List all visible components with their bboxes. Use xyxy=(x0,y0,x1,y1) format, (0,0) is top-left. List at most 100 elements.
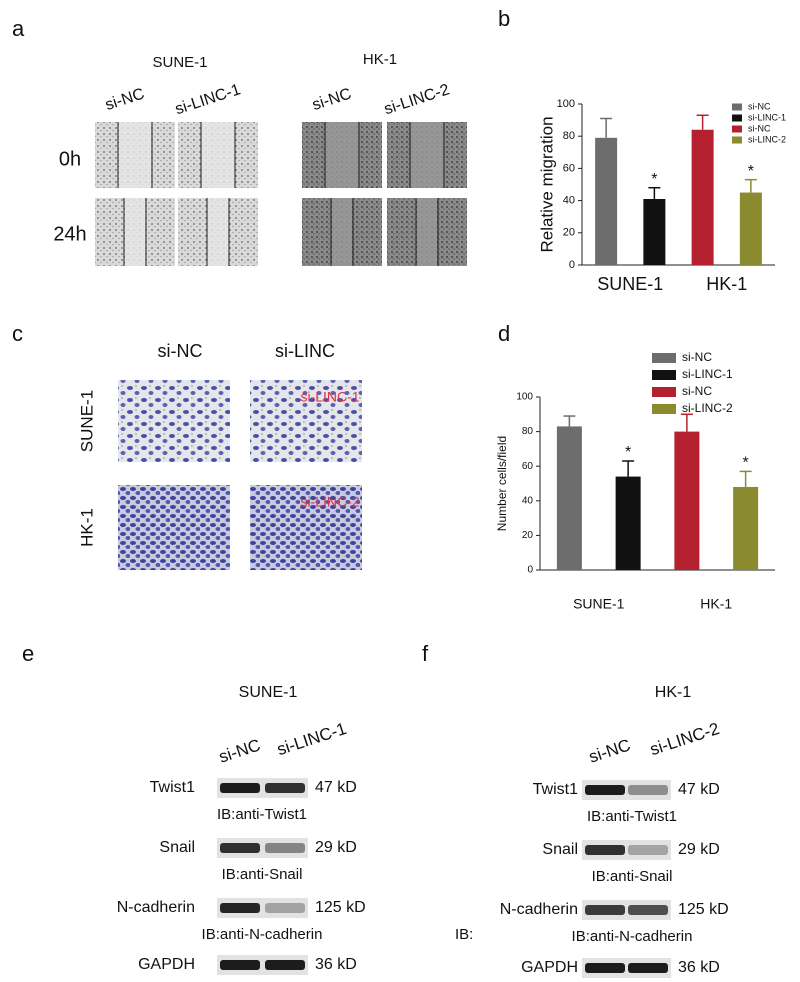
lane-label: si-NC xyxy=(217,735,263,766)
wound-gap xyxy=(208,198,228,266)
y-tick-label: 40 xyxy=(563,195,575,207)
legend-swatch xyxy=(732,125,742,133)
size-label: 47 kD xyxy=(678,781,720,798)
legend-label: si-NC xyxy=(682,384,712,398)
condition: si-NC xyxy=(310,85,353,114)
antibody-label: IB:anti-N-cadherin xyxy=(572,928,693,945)
blot-band xyxy=(585,785,625,795)
column-label: si-NC xyxy=(158,341,203,361)
blot-band xyxy=(585,845,625,855)
y-tick-label: 60 xyxy=(563,162,575,174)
panel-label: d xyxy=(498,321,510,346)
cell-line: SUNE-1 xyxy=(152,54,207,71)
transwell-image xyxy=(250,380,362,462)
wound-gap xyxy=(332,198,352,266)
y-tick-label: 0 xyxy=(569,259,575,271)
legend-label: si-LINC-2 xyxy=(682,401,733,415)
protein-label: N-cadherin xyxy=(500,901,578,918)
timepoint: 0h xyxy=(59,148,81,170)
protein-label: Twist1 xyxy=(533,781,578,798)
bar xyxy=(595,137,618,265)
significance-mark: * xyxy=(625,444,631,461)
legend-label: si-LINC-1 xyxy=(682,367,733,381)
y-tick-label: 100 xyxy=(516,392,533,403)
blot-band xyxy=(265,903,305,913)
x-tick-label: SUNE-1 xyxy=(573,596,625,612)
antibody-label: IB:anti-Twist1 xyxy=(587,808,677,825)
row-label: HK-1 xyxy=(77,508,96,547)
blot-band xyxy=(628,905,668,915)
column-label: si-LINC xyxy=(275,341,335,361)
bar xyxy=(615,476,641,570)
x-tick-label: HK-1 xyxy=(706,274,747,294)
antibody-label: IB:anti-Twist1 xyxy=(217,806,307,823)
size-label: 29 kD xyxy=(315,839,357,856)
antibody-label: IB:anti-Snail xyxy=(222,866,303,883)
blot-band xyxy=(628,963,668,973)
panel-label: f xyxy=(422,641,429,666)
wound-gap xyxy=(417,198,437,266)
protein-label: GAPDH xyxy=(138,956,195,973)
legend-swatch xyxy=(732,114,742,122)
antibody-label: IB:anti-N-cadherin xyxy=(202,926,323,943)
bar xyxy=(556,426,582,570)
bar xyxy=(733,486,759,570)
lane-label: si-LINC-2 xyxy=(648,719,722,759)
legend-label: si-NC xyxy=(682,350,712,364)
protein-label: Snail xyxy=(159,839,195,856)
row-label: SUNE-1 xyxy=(77,390,96,452)
blot-band xyxy=(628,785,668,795)
y-tick-label: 80 xyxy=(563,130,575,142)
legend-swatch xyxy=(652,353,676,363)
y-tick-label: 20 xyxy=(522,530,534,541)
legend-swatch xyxy=(652,370,676,380)
condition: si-NC xyxy=(103,85,146,114)
y-tick-label: 80 xyxy=(522,426,534,437)
antibody-label: IB: xyxy=(455,926,473,943)
bar xyxy=(674,431,700,570)
cell-line: HK-1 xyxy=(363,51,397,68)
blot-band xyxy=(265,843,305,853)
legend-label: si-LINC-2 xyxy=(748,134,786,144)
blot-title: SUNE-1 xyxy=(239,684,298,701)
panel-label: b xyxy=(498,6,510,31)
legend-swatch xyxy=(652,387,676,397)
legend-label: si-NC xyxy=(748,123,771,133)
wound-gap xyxy=(119,122,151,188)
legend-swatch xyxy=(732,103,742,111)
bar xyxy=(739,192,762,265)
timepoint: 24h xyxy=(53,223,86,245)
significance-mark: * xyxy=(651,171,657,188)
size-label: 125 kD xyxy=(678,901,729,918)
size-label: 29 kD xyxy=(678,841,720,858)
panel-label: a xyxy=(12,16,25,41)
y-axis-label: Relative migration xyxy=(537,116,556,252)
transwell-image xyxy=(118,380,230,462)
protein-label: N-cadherin xyxy=(117,899,195,916)
y-axis-label: Number cells/field xyxy=(495,436,509,531)
wound-gap xyxy=(326,122,358,188)
panel-label: e xyxy=(22,641,34,666)
significance-mark: * xyxy=(748,163,754,180)
legend-swatch xyxy=(652,404,676,414)
protein-label: Snail xyxy=(542,841,578,858)
lane-label: si-LINC-1 xyxy=(275,719,349,759)
protein-label: GAPDH xyxy=(521,959,578,976)
y-tick-label: 100 xyxy=(557,98,575,110)
y-tick-label: 60 xyxy=(522,461,534,472)
blot-title: HK-1 xyxy=(655,684,692,701)
transwell-image xyxy=(250,485,362,570)
condition: si-LINC-2 xyxy=(382,81,452,118)
blot-band xyxy=(628,845,668,855)
wound-gap xyxy=(125,198,145,266)
legend-label: si-LINC-1 xyxy=(748,112,786,122)
y-tick-label: 20 xyxy=(563,227,575,239)
blot-band xyxy=(220,903,260,913)
blot-band xyxy=(265,783,305,793)
overlay-label: si-LINC-1 xyxy=(300,389,359,405)
wound-gap xyxy=(202,122,234,188)
y-tick-label: 0 xyxy=(527,565,533,576)
blot-band xyxy=(220,843,260,853)
